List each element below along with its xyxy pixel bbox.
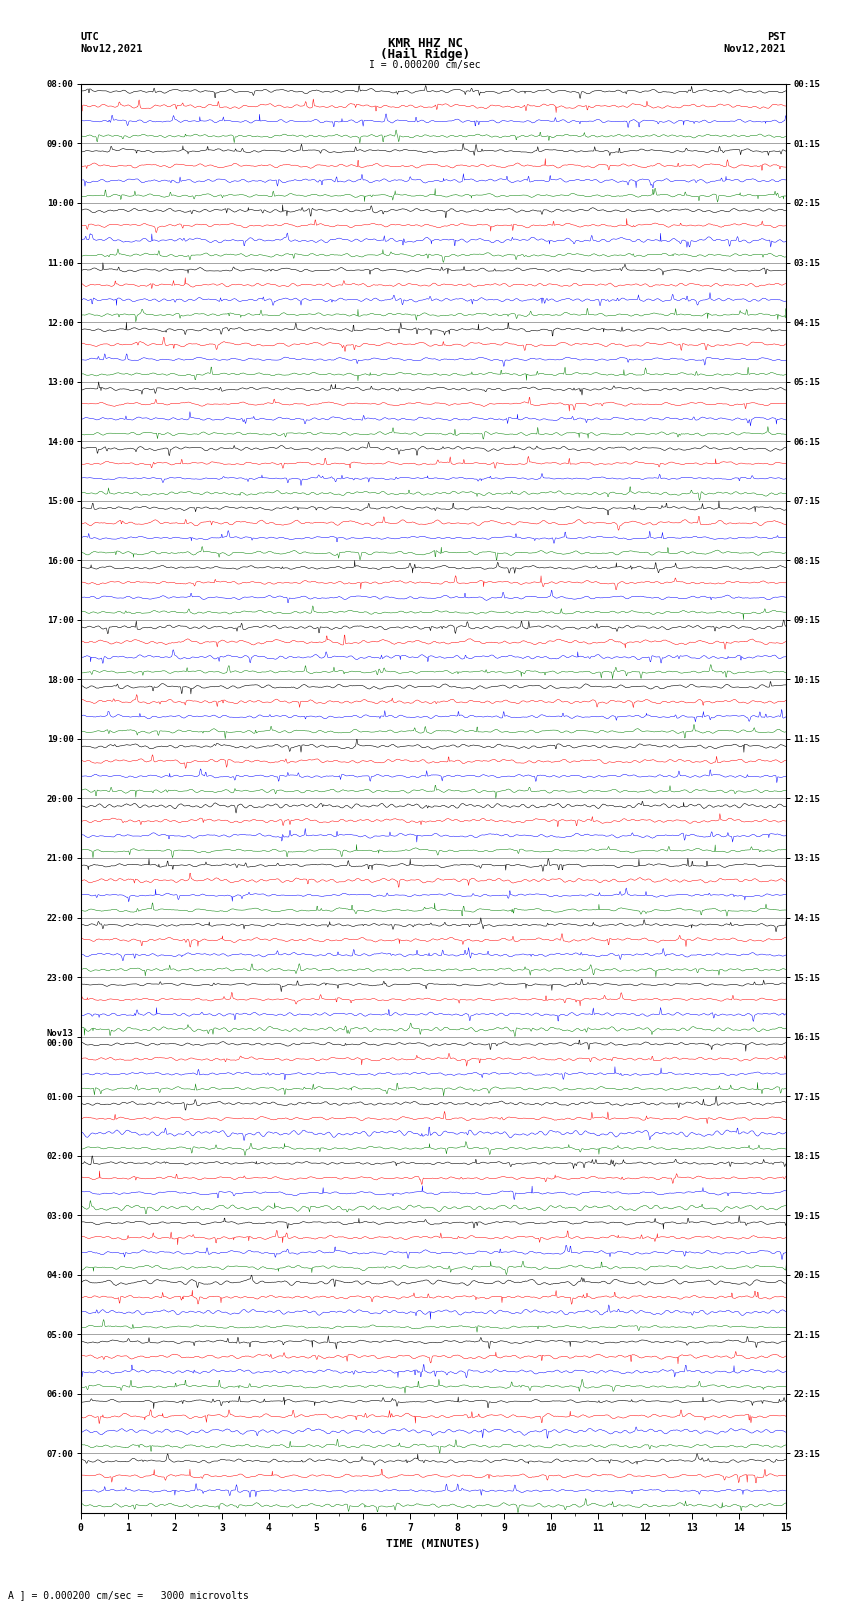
Text: A ] = 0.000200 cm/sec =   3000 microvolts: A ] = 0.000200 cm/sec = 3000 microvolts xyxy=(8,1590,249,1600)
Text: PST: PST xyxy=(768,32,786,42)
Text: I = 0.000200 cm/sec: I = 0.000200 cm/sec xyxy=(369,60,481,69)
Text: KMR HHZ NC: KMR HHZ NC xyxy=(388,37,462,50)
X-axis label: TIME (MINUTES): TIME (MINUTES) xyxy=(386,1539,481,1548)
Text: Nov12,2021: Nov12,2021 xyxy=(81,44,144,53)
Text: UTC: UTC xyxy=(81,32,99,42)
Text: Nov12,2021: Nov12,2021 xyxy=(723,44,786,53)
Text: (Hail Ridge): (Hail Ridge) xyxy=(380,48,470,61)
